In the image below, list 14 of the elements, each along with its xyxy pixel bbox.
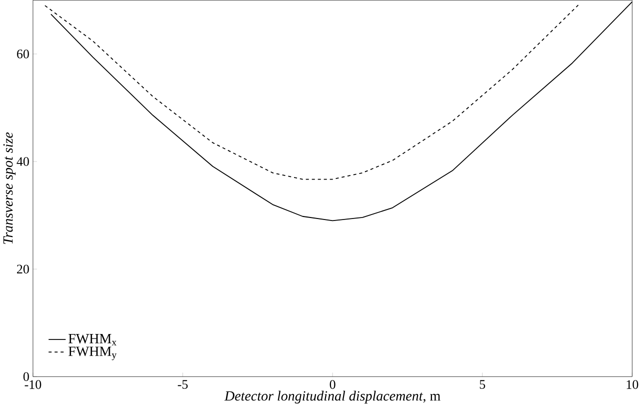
x-tick-label: 0 (330, 380, 336, 390)
y-tick-label: 60 (17, 50, 29, 58)
legend-label: FWHM$_{y}$ (68, 346, 117, 360)
y-tick-label: 20 (17, 264, 29, 274)
x-tick-label: -10 (24, 380, 42, 390)
legend-label: FWHM$_{x}$ (68, 334, 116, 346)
x-tick-label: -5 (178, 380, 188, 389)
y-axis-title: Transverse spot size (3, 132, 16, 244)
y-tick-label: 40 (16, 157, 29, 166)
x-tick-label: 10 (626, 380, 638, 390)
y-tick-label: 0 (23, 372, 29, 382)
x-tick-label: 5 (480, 380, 486, 389)
line-series (44, 4, 579, 180)
x-axis-title: Detector longitudinal displacement, m (224, 390, 440, 404)
